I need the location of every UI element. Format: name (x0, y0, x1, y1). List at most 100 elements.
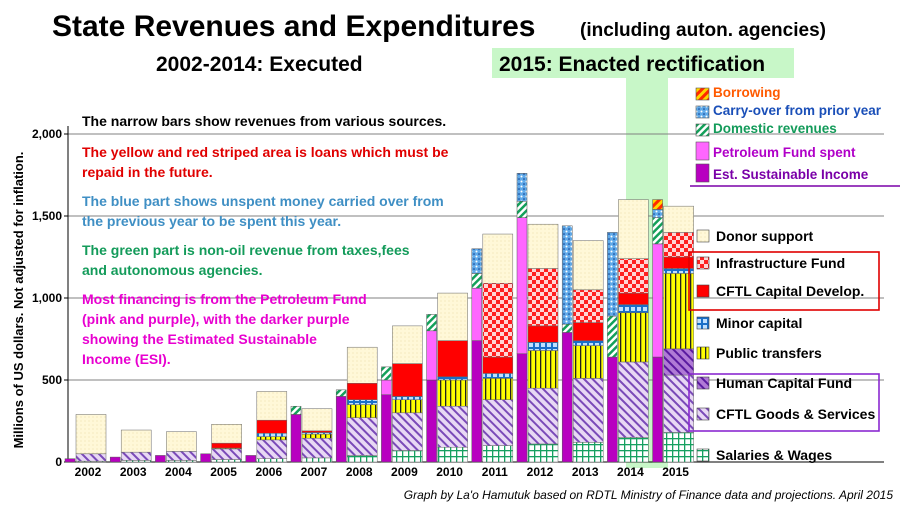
expenditure-bar-2007-salaries-wages (301, 457, 333, 463)
y-tick-label: 1,500 (32, 209, 62, 223)
x-tick-label: 2010 (436, 465, 463, 479)
expenditure-bar-2014-salaries-wages (618, 437, 649, 463)
expenditure-bar-2013-public-transfers (572, 345, 604, 379)
revenue-bar-2012-est-sustainable-income (516, 353, 528, 463)
legend-group-box-infrastructure (688, 251, 880, 311)
expenditure-bar-2006-cftl-capital-develop- (256, 419, 288, 434)
legend-label: Donor support (716, 228, 814, 244)
revenue-bar-2010-domestic-revenues (426, 314, 437, 332)
revenue-bar-2011-domestic-revenues (471, 273, 483, 289)
legend-group-box-hcf (688, 373, 880, 432)
expenditure-bar-2014-cftl-capital-develop- (618, 292, 649, 305)
expenditure-bar-2015-donor-support (663, 205, 694, 233)
expenditure-bar-2014-cftl-goods-services (618, 361, 649, 438)
revenue-bar-2015-est-sustainable-income (652, 356, 663, 463)
legend-label: Salaries & Wages (716, 447, 832, 463)
annotation-line: (pink and purple), with the darker purpl… (82, 311, 350, 327)
revenue-bar-2003-est-sustainable-income (109, 456, 121, 463)
expenditure-bar-2009-minor-capital (392, 396, 423, 400)
legend-label: Public transfers (716, 345, 822, 361)
legend-swatch (696, 407, 710, 421)
expenditure-bar-2011-cftl-capital-develop- (482, 356, 514, 374)
expenditure-bar-2009-donor-support (392, 325, 423, 364)
legend-swatch (696, 229, 710, 243)
revenue-bar-2012-petroleum-fund-spent (516, 217, 528, 355)
revenue-bar-2008-domestic-revenues (335, 389, 347, 397)
expenditure-bar-2003-donor-support (120, 429, 152, 453)
expenditure-bar-2005-salaries-wages (211, 459, 242, 463)
expenditure-bar-2009-cftl-goods-services (392, 412, 423, 451)
expenditure-bar-2013-cftl-goods-services (572, 378, 604, 443)
y-tick-label: 2,000 (32, 127, 62, 141)
legend-swatch (696, 448, 710, 462)
revenue-bar-2005-est-sustainable-income (200, 453, 211, 463)
revenue-bar-2013-est-sustainable-income (561, 332, 573, 463)
expenditure-bar-2008-cftl-capital-develop- (346, 383, 378, 400)
expenditure-bar-2014-donor-support (618, 199, 649, 259)
revenue-bar-2010-est-sustainable-income (426, 379, 437, 463)
expenditure-bar-2009-cftl-capital-develop- (392, 363, 423, 397)
revenue-bar-2014-est-sustainable-income (607, 356, 618, 463)
legend-swatch (695, 163, 710, 183)
expenditure-bar-2013-minor-capital (572, 340, 604, 346)
expenditure-bar-2012-donor-support (527, 223, 559, 269)
revenue-bar-2009-petroleum-fund-spent (381, 379, 392, 396)
legend-swatch (695, 141, 710, 161)
expenditure-bar-2014-minor-capital (618, 304, 649, 314)
x-tick-label: 2012 (527, 465, 554, 479)
legend-label: Est. Sustainable Income (713, 167, 869, 182)
y-tick-label: 0 (55, 455, 62, 469)
x-tick-label: 2014 (617, 465, 644, 479)
revenue-bar-2011-petroleum-fund-spent (471, 287, 483, 341)
legend-swatch (696, 284, 710, 298)
annotation-line: and autonomous agencies. (82, 262, 262, 278)
annotation-line: The yellow and red striped area is loans… (82, 144, 449, 160)
revenue-bar-2007-domestic-revenues (290, 405, 302, 415)
revenue-bar-2009-est-sustainable-income (381, 394, 392, 463)
expenditure-bar-2007-cftl-goods-services (301, 437, 333, 459)
expenditure-bar-2011-salaries-wages (482, 445, 514, 463)
revenue-bar-2015-petroleum-fund-spent (652, 243, 663, 358)
expenditure-bar-2006-public-transfers (256, 436, 288, 441)
expenditure-bar-2012-public-transfers (527, 350, 559, 389)
legend-label: Human Capital Fund (716, 375, 852, 391)
expenditure-bar-2012-cftl-goods-services (527, 387, 559, 445)
annotation-line: showing the Estimated Sustainable (82, 331, 317, 347)
legend-swatch (696, 256, 710, 270)
x-tick-label: 2002 (75, 465, 102, 479)
expenditure-bar-2013-donor-support (572, 240, 604, 291)
expenditure-bar-2011-infrastructure-fund (482, 282, 514, 358)
expenditure-bar-2006-salaries-wages (256, 458, 288, 463)
chart-title: State Revenues and Expenditures (52, 10, 536, 43)
expenditure-bar-2013-infrastructure-fund (572, 289, 604, 323)
expenditure-bar-2002-cftl-goods-services (75, 453, 107, 462)
expenditure-bar-2012-salaries-wages (527, 443, 559, 463)
y-axis-label: Millions of US dollars. Not adjusted for… (11, 152, 26, 449)
expenditure-bar-2007-public-transfers (301, 433, 333, 439)
credit-text: Graph by La'o Hamutuk based on RDTL Mini… (404, 488, 894, 502)
annotation-line: Most financing is from the Petroleum Fun… (82, 291, 367, 307)
expenditure-bar-2012-cftl-capital-develop- (527, 325, 559, 343)
legend-swatch (696, 316, 710, 330)
legend-label: Domestic revenues (713, 121, 837, 136)
expenditure-bar-2005-cftl-capital-develop- (211, 442, 242, 449)
annotation-line: The narrow bars show revenues from vario… (82, 113, 446, 129)
x-tick-label: 2007 (301, 465, 328, 479)
expenditure-bar-2010-minor-capital (437, 376, 468, 381)
x-tick-label: 2003 (120, 465, 147, 479)
expenditure-bar-2006-cftl-goods-services (256, 439, 288, 459)
expenditure-bar-2015-human-capital-fund (663, 348, 694, 376)
revenue-bar-2015-carry-over-from-prior-year (652, 209, 663, 218)
annotation-line: The blue part shows unspent money carrie… (82, 193, 444, 209)
legend-label: Infrastructure Fund (716, 255, 845, 271)
expenditure-bar-2012-minor-capital (527, 342, 559, 351)
expenditure-bar-2004-donor-support (166, 431, 197, 452)
x-tick-label: 2013 (572, 465, 599, 479)
legend-label: Carry-over from prior year (713, 103, 882, 118)
subtitle-enacted: 2015: Enacted rectification (499, 53, 765, 76)
legend-swatch (695, 87, 710, 101)
expenditure-bar-2005-cftl-goods-services (211, 448, 242, 460)
revenue-bar-2014-carry-over-from-prior-year (607, 232, 618, 317)
expenditure-bar-2009-public-transfers (392, 399, 423, 414)
